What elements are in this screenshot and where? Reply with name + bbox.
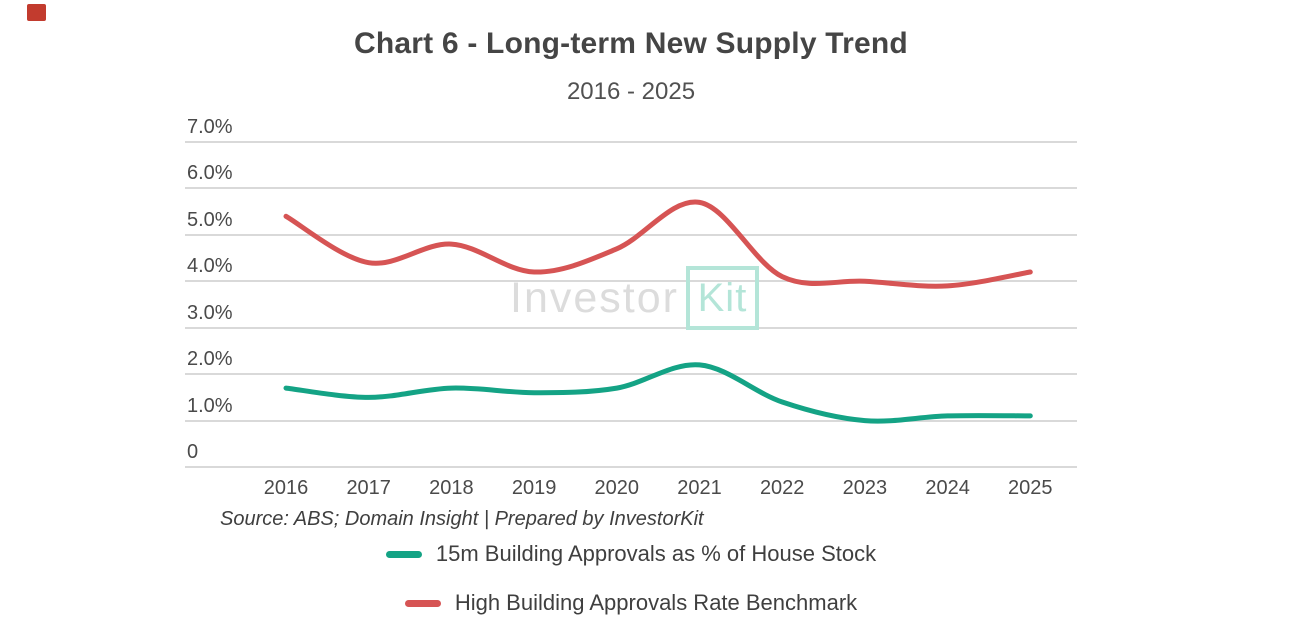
y-tick-label: 7.0%	[187, 116, 233, 138]
gridline	[185, 466, 1077, 468]
gridline	[185, 373, 1077, 376]
chart-title: Chart 6 - Long-term New Supply Trend	[354, 27, 908, 60]
legend: 15m Building Approvals as % of House Sto…	[185, 541, 1077, 616]
investorkit-watermark: Investor Kit	[510, 262, 759, 334]
legend-item: High Building Approvals Rate Benchmark	[404, 590, 858, 616]
source-note: Source: ABS; Domain Insight | Prepared b…	[220, 508, 704, 530]
y-tick-label: 5.0%	[187, 208, 233, 231]
y-tick-label: 4.0%	[187, 255, 233, 278]
legend-item: 15m Building Approvals as % of House Sto…	[385, 541, 877, 567]
red-square-marker	[27, 4, 46, 21]
gridline	[185, 419, 1077, 422]
legend-swatch-icon	[404, 599, 441, 607]
x-tick-label: 2024	[925, 477, 970, 499]
y-tick-label: 1.0%	[187, 394, 233, 417]
legend-swatch-icon	[385, 550, 422, 558]
series-line-0	[283, 362, 1033, 424]
legend-label: High Building Approvals Rate Benchmark	[454, 590, 858, 615]
watermark-investor-text: Investor	[510, 273, 679, 322]
gridline	[185, 233, 1077, 236]
x-tick-label: 2023	[842, 477, 888, 499]
y-tick-label: 0	[187, 441, 199, 463]
gridline	[185, 280, 1077, 283]
x-tick-label: 2016	[263, 477, 309, 499]
x-tick-label: 2019	[511, 477, 557, 499]
x-tick-label: 2022	[759, 477, 805, 499]
x-tick-label: 2025	[1008, 477, 1053, 499]
gridline	[185, 326, 1077, 329]
gridline	[185, 141, 1077, 143]
watermark-kit-box: Kit	[685, 266, 759, 330]
chart-subtitle: 2016 - 2025	[566, 78, 696, 105]
gridline	[185, 187, 1077, 190]
y-tick-label: 2.0%	[187, 348, 233, 371]
x-tick-label: 2017	[346, 477, 391, 499]
series-line-1	[283, 199, 1033, 289]
x-tick-label: 2021	[677, 477, 722, 499]
y-tick-label: 6.0%	[187, 162, 233, 185]
y-tick-label: 3.0%	[187, 301, 233, 324]
legend-label: 15m Building Approvals as % of House Sto…	[435, 541, 877, 566]
watermark-kit-text: Kit	[697, 275, 748, 320]
x-tick-label: 2018	[429, 477, 474, 499]
x-tick-label: 2020	[594, 477, 640, 499]
